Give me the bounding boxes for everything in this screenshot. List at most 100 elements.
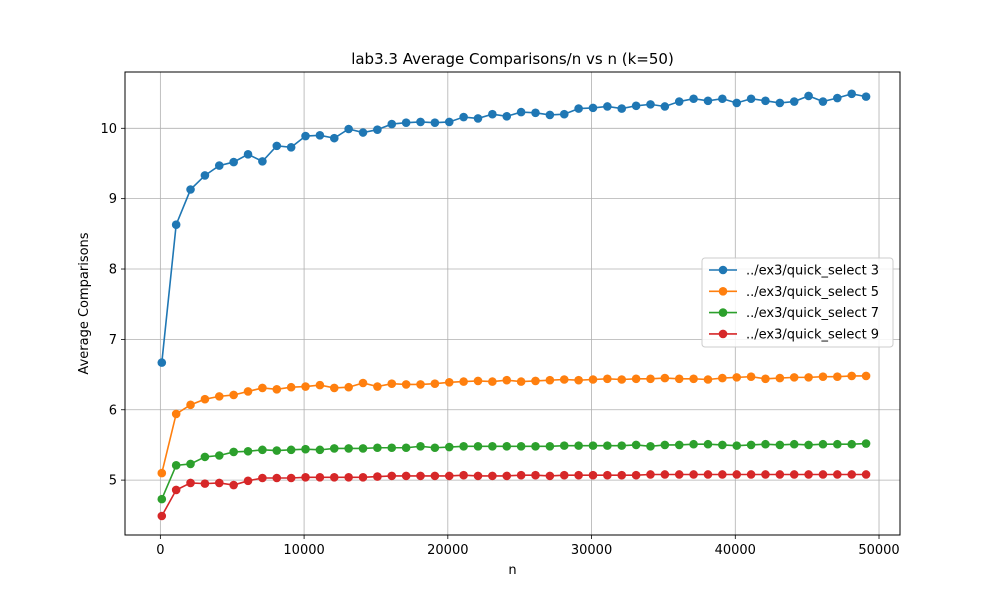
data-point bbox=[401, 380, 411, 389]
data-point bbox=[272, 141, 282, 151]
data-point bbox=[531, 442, 540, 451]
x-tick-label: 0 bbox=[156, 543, 164, 558]
series-group bbox=[157, 89, 871, 521]
data-point bbox=[789, 470, 799, 479]
data-point bbox=[157, 468, 167, 478]
data-point bbox=[258, 383, 267, 393]
series-1 bbox=[157, 89, 871, 367]
data-point bbox=[718, 470, 727, 479]
y-axis-label: Average Comparisons bbox=[77, 232, 92, 374]
data-point bbox=[660, 102, 670, 111]
series-line bbox=[161, 442, 867, 500]
data-point bbox=[631, 470, 641, 480]
data-point bbox=[488, 442, 497, 451]
legend-swatch-marker bbox=[718, 308, 728, 317]
data-point bbox=[689, 439, 698, 449]
data-point bbox=[286, 445, 296, 455]
data-point bbox=[775, 98, 785, 108]
data-point bbox=[329, 473, 339, 482]
y-tick-label: 8 bbox=[109, 263, 117, 278]
data-point bbox=[358, 128, 368, 137]
data-point bbox=[804, 91, 813, 101]
data-point bbox=[502, 471, 512, 481]
data-point bbox=[559, 375, 569, 384]
y-tick-label: 10 bbox=[100, 122, 117, 137]
data-point bbox=[631, 101, 641, 111]
axis-ticks: 0 10000 20000 30000 40000 50000 5 6 7 8 9 10 bbox=[100, 122, 899, 558]
data-point bbox=[416, 471, 425, 481]
data-point bbox=[229, 447, 238, 457]
data-point bbox=[373, 472, 382, 481]
data-point bbox=[718, 94, 727, 104]
data-point bbox=[847, 371, 857, 381]
data-point bbox=[344, 444, 353, 453]
data-point bbox=[847, 89, 857, 99]
data-point bbox=[603, 102, 612, 111]
x-tick-label: 50000 bbox=[858, 543, 899, 558]
data-point bbox=[516, 442, 526, 451]
data-point bbox=[559, 470, 569, 480]
data-point bbox=[732, 373, 742, 382]
data-point bbox=[804, 373, 813, 382]
data-point bbox=[272, 446, 282, 455]
legend-label: ../ex3/quick_select 7 bbox=[746, 306, 879, 321]
legend-box bbox=[701, 257, 894, 348]
data-point bbox=[229, 157, 238, 167]
data-point bbox=[473, 376, 483, 386]
data-point bbox=[444, 378, 454, 387]
data-point bbox=[214, 451, 224, 460]
y-tick-label: 5 bbox=[109, 474, 117, 489]
data-point bbox=[847, 439, 857, 449]
data-point bbox=[574, 104, 583, 113]
data-point bbox=[861, 92, 871, 101]
data-point bbox=[761, 439, 770, 449]
data-point bbox=[703, 375, 713, 384]
data-point bbox=[373, 382, 382, 391]
data-point bbox=[703, 470, 713, 479]
data-point bbox=[574, 441, 583, 450]
data-point bbox=[775, 373, 785, 383]
data-point bbox=[344, 124, 353, 134]
data-point bbox=[603, 374, 612, 384]
data-point bbox=[818, 439, 828, 449]
data-point bbox=[689, 470, 698, 479]
data-point bbox=[286, 382, 296, 392]
y-tick-label: 7 bbox=[109, 333, 117, 348]
x-tick-label: 20000 bbox=[427, 543, 468, 558]
data-point bbox=[286, 473, 296, 483]
data-point bbox=[214, 478, 224, 488]
legend-label: ../ex3/quick_select 5 bbox=[746, 285, 879, 300]
data-point bbox=[430, 443, 440, 453]
data-point bbox=[258, 473, 267, 483]
data-point bbox=[444, 442, 454, 452]
data-point bbox=[833, 93, 842, 103]
data-point bbox=[229, 480, 238, 490]
data-point bbox=[401, 471, 411, 481]
data-point bbox=[689, 94, 698, 104]
data-point bbox=[789, 439, 799, 449]
chart-title: lab3.3 Average Comparisons/n vs n (k=50) bbox=[351, 50, 674, 68]
data-point bbox=[473, 442, 483, 451]
data-point bbox=[531, 376, 540, 386]
series-3 bbox=[157, 439, 871, 504]
data-point bbox=[516, 107, 526, 117]
data-point bbox=[545, 375, 555, 385]
data-point bbox=[833, 470, 842, 479]
data-point bbox=[243, 150, 253, 159]
legend-swatch-marker bbox=[718, 329, 728, 339]
data-point bbox=[746, 440, 756, 450]
data-point bbox=[761, 374, 770, 384]
data-point bbox=[718, 373, 727, 383]
data-point bbox=[516, 377, 526, 386]
data-point bbox=[588, 470, 598, 480]
legend-swatch-marker bbox=[718, 287, 728, 296]
data-point bbox=[171, 220, 181, 229]
data-point bbox=[775, 440, 785, 450]
data-point bbox=[746, 470, 756, 479]
y-tick-label: 9 bbox=[109, 192, 117, 207]
series-2 bbox=[157, 371, 871, 478]
x-axis-label: n bbox=[508, 563, 516, 578]
data-point bbox=[818, 372, 828, 381]
data-point bbox=[243, 476, 253, 486]
